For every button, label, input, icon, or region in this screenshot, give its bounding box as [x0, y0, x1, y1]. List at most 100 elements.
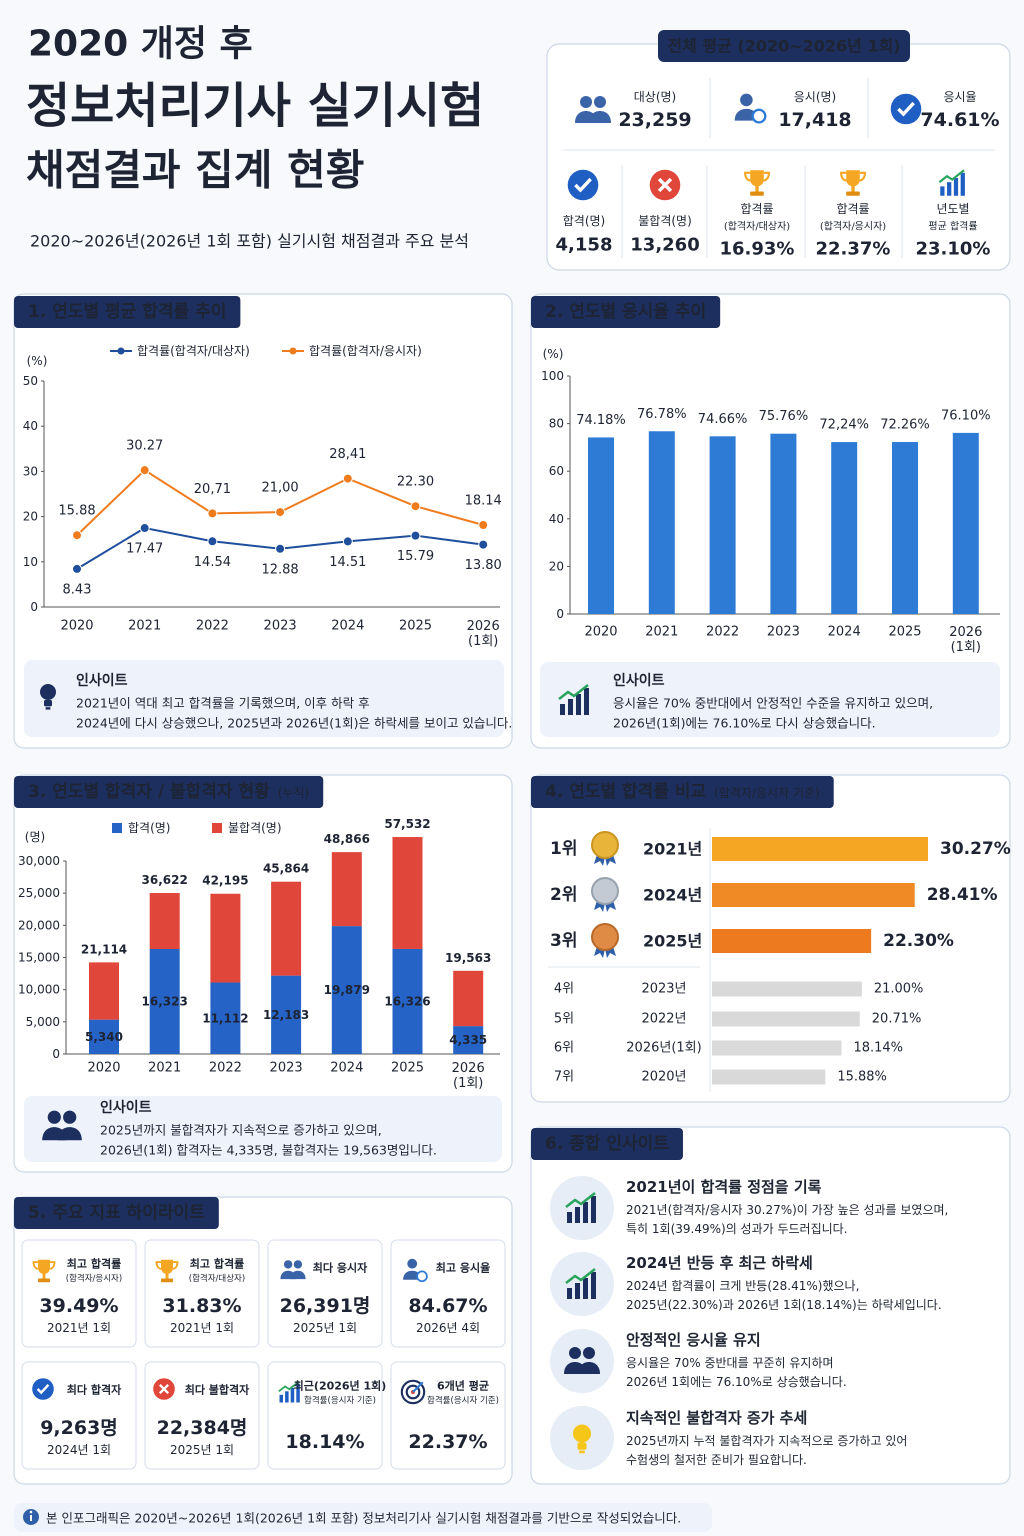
legend-dot	[289, 347, 297, 355]
point	[478, 520, 489, 531]
y-axis-label: (명)	[25, 830, 45, 844]
bar	[892, 442, 918, 614]
x-tick-label: 2021	[128, 619, 161, 634]
data-label: 16,326	[384, 994, 430, 1008]
y-tick-label: 20	[549, 559, 564, 573]
card-value: 18.14%	[285, 1431, 364, 1453]
x-tick-label: 2021	[148, 1061, 181, 1076]
summary-label: 대상(명)	[634, 90, 676, 104]
bar-segment	[210, 893, 241, 983]
main-title: 채점결과 집계 현황	[26, 146, 364, 195]
card-value: 31.83%	[162, 1295, 241, 1317]
insight-title: 인사이트	[76, 672, 128, 689]
bar-segment	[149, 893, 180, 949]
x-tick-label: 2023	[767, 625, 800, 640]
data-label: 16,323	[142, 994, 188, 1008]
legend-dot	[117, 347, 125, 355]
card-value: 39.49%	[39, 1295, 118, 1317]
bar	[712, 981, 862, 997]
rank: 1위	[550, 839, 577, 859]
card-value: 22,384명	[157, 1417, 248, 1439]
card-label: 6개년 평균	[437, 1379, 489, 1393]
rank: 3위	[550, 931, 577, 951]
x-tick-label: 2025	[399, 619, 432, 634]
insight-title: 인사이트	[613, 672, 665, 689]
insight-text: 2024년 합격률이 크게 반등(28.41%)했으나,	[626, 1279, 859, 1293]
insight-text: 2026년(1회) 합격자는 4,335명, 불합격자는 19,563명입니다.	[100, 1143, 437, 1158]
bar	[709, 436, 736, 614]
data-label: 20.71%	[872, 1012, 922, 1027]
data-label: 15.88%	[837, 1070, 887, 1085]
summary-label: 응시율	[943, 90, 976, 104]
data-label: 21,00	[261, 481, 298, 496]
summary-title: 전체 평균 (2020~2026년 1회)	[667, 37, 900, 56]
summary-label: 합격(명)	[563, 214, 605, 228]
x-tick-label: 2020	[87, 1061, 120, 1076]
insight-text: 응시율은 70% 중반대에서 안정적인 수준을 유지하고 있으며,	[613, 696, 933, 711]
card-note: 2024년 1회	[47, 1443, 111, 1457]
total-label: 48,866	[324, 832, 370, 846]
summary-value: 16.93%	[720, 239, 795, 260]
summary-value: 74.61%	[920, 109, 999, 131]
bar	[712, 1069, 826, 1085]
data-label: 18.14	[465, 494, 502, 509]
card-note: 2026년 4회	[416, 1321, 480, 1335]
data-label: 12,183	[263, 1008, 309, 1022]
x-tick-label: 2020	[60, 619, 93, 634]
kicker: 2020 개정 후	[28, 24, 253, 65]
data-label: 76.10%	[941, 408, 991, 423]
legend-swatch	[112, 823, 122, 833]
point	[342, 536, 353, 547]
card-label: 최다 불합격자	[185, 1383, 250, 1397]
summary-value: 23.10%	[916, 239, 991, 260]
data-label: 13.80	[465, 558, 502, 573]
bar-segment	[453, 970, 484, 1027]
insight-text: 2026년 1회에는 76.10%로 상승했습니다.	[626, 1375, 847, 1389]
summary-label: 년도별	[936, 202, 969, 216]
data-label: 72.26%	[880, 418, 930, 433]
x-tick-label: 2023	[270, 1061, 303, 1076]
icon	[152, 1377, 176, 1401]
bar	[712, 883, 915, 907]
legend-label: 불합격(명)	[228, 821, 282, 835]
icon	[648, 168, 682, 202]
category-label: 2020년	[641, 1070, 686, 1085]
category-label: 2021년	[643, 840, 702, 859]
card-label: 최고 합격률	[67, 1257, 121, 1271]
point	[342, 473, 353, 484]
data-label: 30.27%	[940, 839, 1011, 859]
summary-title-bg	[658, 30, 910, 62]
data-label: 15.88	[58, 504, 95, 519]
data-label: 19,879	[324, 983, 370, 997]
y-tick-label: 20,000	[18, 918, 60, 932]
section-box	[13, 774, 513, 1173]
summary-label: 합격률	[740, 202, 773, 216]
bar-segment	[392, 837, 423, 949]
insight-text: 2025년까지 불합격자가 지속적으로 증가하고 있으며,	[100, 1123, 382, 1138]
x-tick-label: 2022	[706, 625, 739, 640]
section-title-bg	[14, 296, 241, 328]
y-tick-label: 25,000	[18, 886, 60, 900]
section-title: 1. 연도별 평균 합격률 추이	[28, 301, 226, 322]
y-axis-label: (%)	[27, 354, 48, 368]
data-label: 5,340	[85, 1030, 123, 1044]
point	[139, 465, 150, 476]
data-label: 74.18%	[576, 413, 626, 428]
category-label: 2023년	[641, 982, 686, 997]
y-tick-label: 30,000	[18, 854, 60, 868]
card-note: 2025년 1회	[170, 1443, 234, 1457]
section-title: 2. 연도별 응시율 추이	[545, 302, 706, 322]
section-note: (합격자/응시자 기준)	[714, 786, 820, 800]
medal	[591, 923, 619, 958]
point	[410, 530, 421, 541]
data-label: 74.66%	[698, 412, 748, 427]
info-icon	[29, 1510, 33, 1514]
insight-text: 2026년(1회)에는 76.10%로 다시 상승했습니다.	[613, 716, 876, 731]
x-tick-label: 2024	[828, 625, 861, 640]
y-tick-label: 0	[52, 1047, 60, 1061]
legend-label: 합격률(합격자/응시자)	[309, 344, 422, 358]
data-label: 8.43	[63, 582, 92, 597]
point	[207, 508, 218, 519]
summary-value: 22.37%	[816, 239, 891, 260]
bar-segment	[89, 962, 119, 1020]
